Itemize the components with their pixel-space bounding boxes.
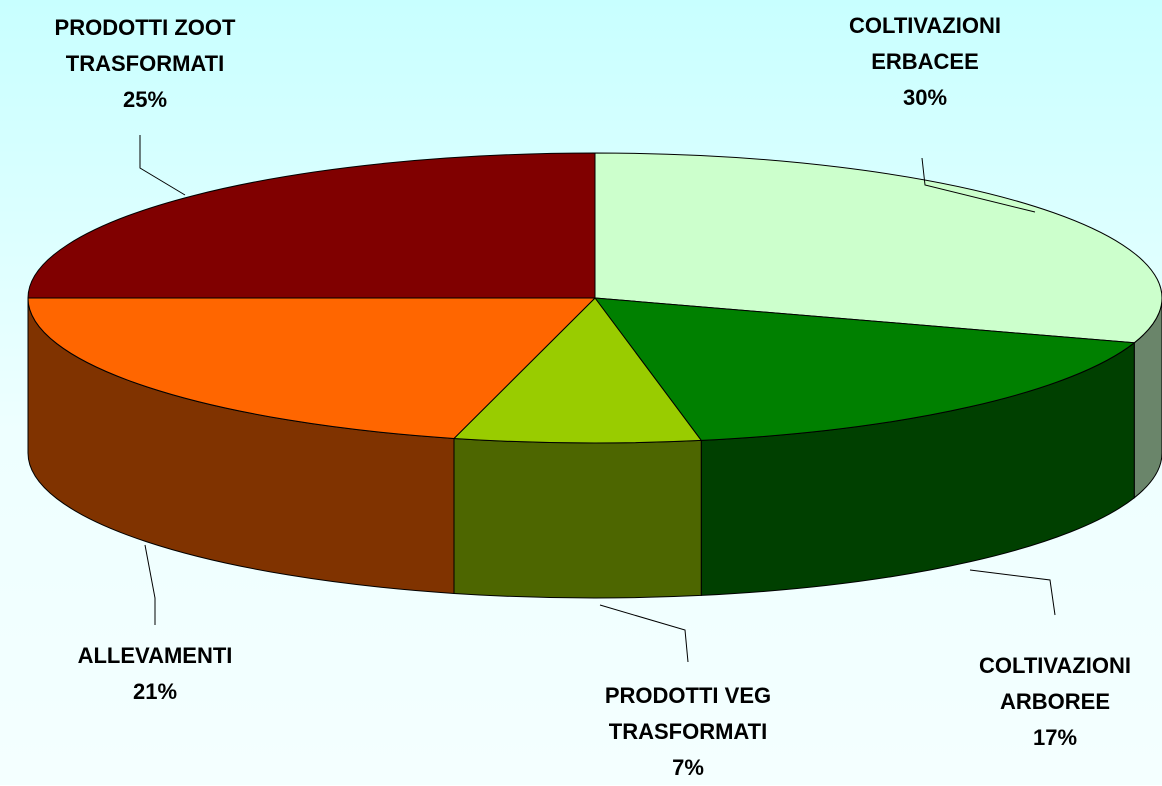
value-label: 25% [122, 87, 168, 112]
value-label: 17% [1032, 725, 1078, 750]
leader-line [139, 135, 186, 196]
value-label: 21% [132, 679, 178, 704]
category-label: PRODOTTI VEG TRASFORMATI [604, 683, 772, 744]
slice-label: COLTIVAZIONI ARBOREE 17% [979, 648, 1131, 756]
value-label: 7% [672, 755, 704, 780]
slice-label: PRODOTTI VEG TRASFORMATI 7% [605, 678, 771, 786]
pie-side [453, 437, 702, 599]
value-label: 30% [902, 85, 948, 110]
pie-sides [27, 297, 1162, 599]
category-label: PRODOTTI ZOOT TRASFORMATI [54, 15, 236, 76]
pie-slice [593, 297, 1136, 441]
category-label: COLTIVAZIONI ERBACEE [849, 13, 1001, 74]
leader-line [921, 157, 1036, 213]
pie-tops [27, 152, 1162, 444]
category-label: COLTIVAZIONI ARBOREE [979, 653, 1131, 714]
slice-label: COLTIVAZIONI ERBACEE 30% [849, 8, 1001, 116]
leader-line [969, 569, 1056, 616]
leader-line [144, 544, 156, 625]
leader-line [599, 604, 689, 663]
slice-label: ALLEVAMENTI 21% [78, 638, 233, 710]
pie-slice [27, 297, 597, 439]
pie-slice [594, 152, 1162, 344]
pie-slice [27, 152, 596, 299]
pie-slice [452, 297, 703, 444]
category-label: ALLEVAMENTI [77, 643, 233, 668]
slice-label: PRODOTTI ZOOT TRASFORMATI 25% [55, 10, 236, 118]
